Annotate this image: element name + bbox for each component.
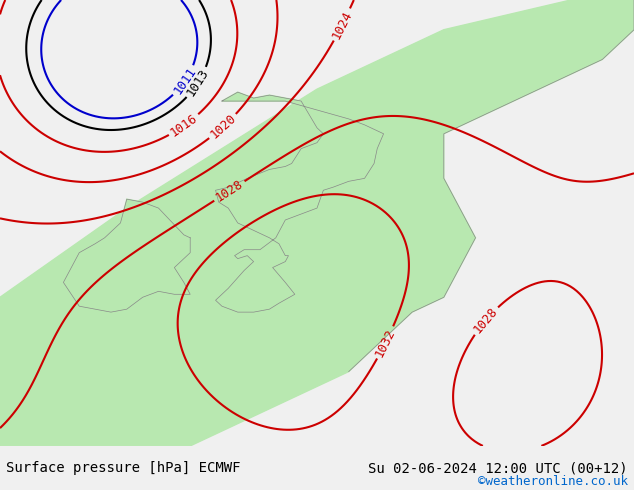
Text: 1016: 1016 xyxy=(168,112,200,140)
Text: 1024: 1024 xyxy=(330,8,355,41)
Polygon shape xyxy=(0,0,634,446)
Text: 1028: 1028 xyxy=(213,177,245,204)
Polygon shape xyxy=(216,92,384,312)
Text: 1020: 1020 xyxy=(207,112,238,142)
Text: ©weatheronline.co.uk: ©weatheronline.co.uk xyxy=(477,475,628,488)
Text: 1032: 1032 xyxy=(373,326,398,359)
Text: 1013: 1013 xyxy=(184,67,211,99)
Text: 1028: 1028 xyxy=(471,305,500,336)
Polygon shape xyxy=(63,199,190,312)
Text: Su 02-06-2024 12:00 UTC (00+12): Su 02-06-2024 12:00 UTC (00+12) xyxy=(368,462,628,475)
Text: Surface pressure [hPa] ECMWF: Surface pressure [hPa] ECMWF xyxy=(6,462,241,475)
Text: 1011: 1011 xyxy=(171,65,198,97)
